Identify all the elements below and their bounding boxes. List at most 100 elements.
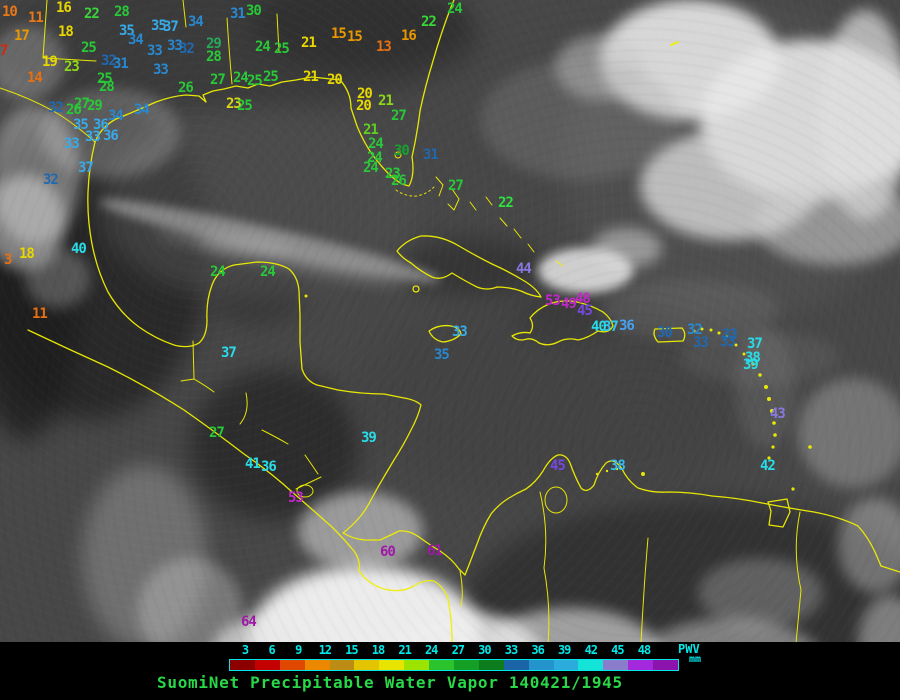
station-value: 26 [66,102,82,118]
hispaniola-north-clouds [592,228,662,268]
station-value: 37 [163,19,179,35]
station-value: 31 [113,56,129,72]
station-value: 36 [261,459,277,475]
colorbar-tick: 33 [504,643,518,657]
station-value: 38 [610,458,626,474]
colorbar-tick: 15 [345,643,358,657]
station-value: 33 [85,129,101,145]
station-value: 13 [376,39,392,55]
colorbar-tick: 12 [318,643,332,657]
station-value: 33 [167,38,183,54]
station-value: 7 [0,43,9,59]
station-value: 25 [97,71,113,87]
station-value: 16 [401,28,417,44]
antilles-wisp [735,328,795,448]
station-value: 53 [288,490,304,506]
colorbar-cell [429,660,455,670]
station-value: 20 [357,86,373,102]
station-value: 32 [179,41,195,57]
station-value: 40 [71,241,87,257]
station-value: 38 [745,350,761,366]
station-value: 33 [452,324,468,340]
station-value: 24 [255,39,271,55]
station-value: 21 [378,93,394,109]
station-value: 39 [361,430,377,446]
station-value: 36 [619,318,635,334]
colorbar-cell [304,660,330,670]
station-value: 26 [391,173,407,189]
colorbar-cell [404,660,430,670]
station-value: 11 [32,306,48,322]
station-value: 30 [394,143,410,159]
station-value: 31 [230,6,246,22]
station-value: 37 [78,160,94,176]
colorbar-cell [478,660,504,670]
colorbar-cell [503,660,529,670]
station-value: 25 [274,41,290,57]
colorbar-unit-sublabel: mm [689,654,702,665]
mexico-clouds [25,248,90,308]
station-value: 33 [693,335,709,351]
station-value: 19 [42,54,58,70]
colorbar-cell [603,660,629,670]
station-value: 64 [241,614,257,630]
station-value: 25 [81,40,97,56]
station-value: 15 [347,29,363,45]
colorbar-cell [528,660,554,670]
colorbar-cell [254,660,280,670]
station-value: 21 [363,122,379,138]
station-value: 21 [303,69,319,85]
station-value: 25 [263,69,279,85]
station-value: 37 [221,345,237,361]
station-value: 22 [498,195,514,211]
station-value: 18 [58,24,74,40]
station-value: 43 [770,406,786,422]
station-value: 33 [722,327,738,343]
station-value: 23 [64,59,80,75]
colorbar-cell [578,660,604,670]
colorbar-tick: 24 [424,643,438,657]
station-value: 34 [134,102,150,118]
station-value: 25 [247,73,263,89]
station-value: 24 [210,264,226,280]
station-value: 15 [331,26,347,42]
station-value: 29 [87,98,103,114]
station-value: 27 [210,72,226,88]
mexico-clouds [0,175,65,270]
colorbar-tick: 45 [611,643,624,657]
station-value: 30 [657,325,673,341]
colorbar-tick: 3 [241,643,249,657]
station-value: 35 [73,117,89,133]
colorbar-tick: 27 [451,643,465,657]
station-value: 39 [743,357,759,373]
station-value: 22 [421,14,437,30]
colorbar-cell [653,660,679,670]
station-value: 23 [226,96,242,112]
colorbar-cell [354,660,380,670]
colorbar-tick: 48 [637,643,651,657]
station-value: 3 [4,252,13,268]
colorbar-cell [379,660,405,670]
cloud-wisp [555,35,645,100]
station-value: 33 [64,136,80,152]
station-value: 33 [720,334,736,350]
station-value: 40 [591,319,607,335]
colorbar-tick: 21 [398,643,411,657]
station-value: 27 [391,108,407,124]
station-value: 45 [550,458,566,474]
station-value: 31 [423,147,439,163]
station-value: 22 [84,6,100,22]
colorbar-tick: 42 [584,643,598,657]
station-value: 61 [427,543,443,559]
station-value: 11 [28,10,44,26]
station-value: 25 [237,98,253,114]
station-value: 28 [99,79,115,95]
station-value: 34 [188,14,204,30]
station-value: 20 [356,98,372,114]
station-value: 24 [447,1,463,17]
station-value: 27 [448,178,464,194]
station-value: 16 [56,0,72,16]
colorbar-tick: 6 [268,643,275,657]
station-value: 37 [747,336,763,352]
station-value: 24 [260,264,276,280]
